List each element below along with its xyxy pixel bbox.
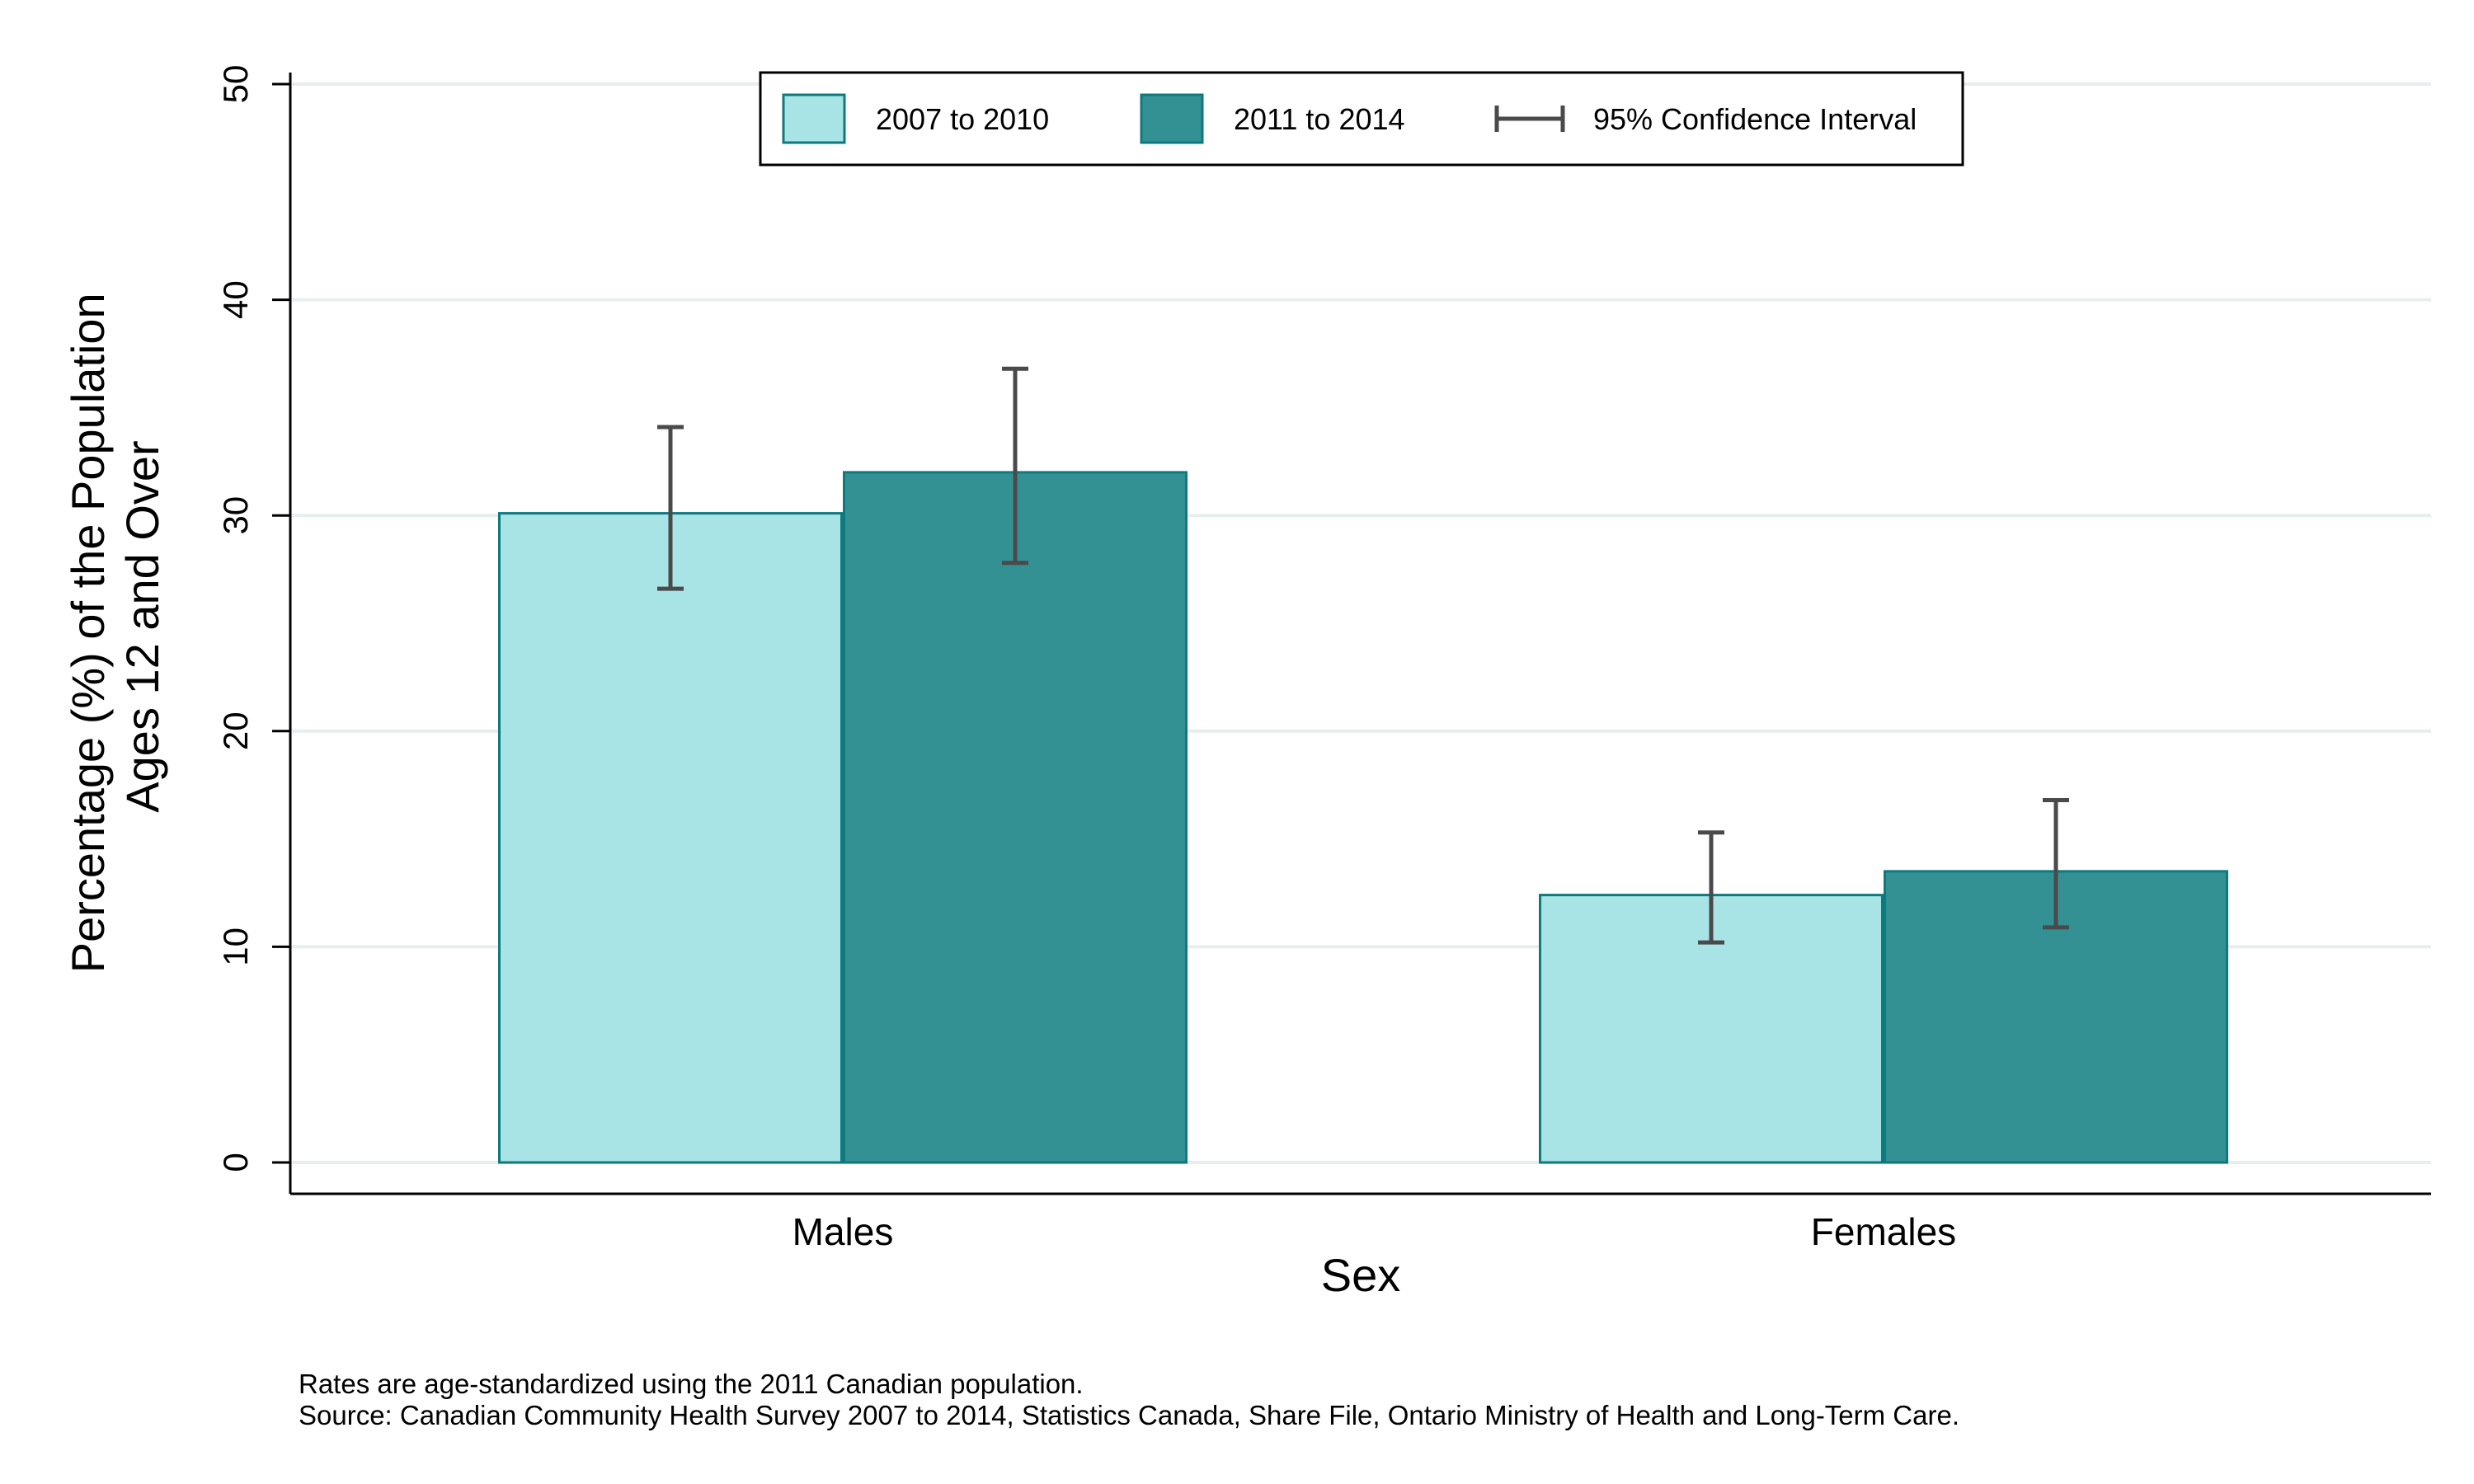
- bar-males-series-2: [843, 471, 1188, 1164]
- error-bar-females-series-2: [2043, 798, 2069, 930]
- x-category-label-females: Females: [1811, 1210, 1956, 1253]
- y-tick-label: 30: [216, 496, 255, 535]
- y-tick-label: 20: [216, 711, 255, 750]
- y-axis-title-line-1: Percentage (%) of the Population: [62, 293, 114, 973]
- legend-swatch-series-2: [1140, 93, 1204, 144]
- legend-label-ci: 95% Confidence Interval: [1593, 102, 1917, 136]
- y-axis-title-line-2: Ages 12 and Over: [116, 440, 168, 812]
- bars: [498, 471, 2228, 1164]
- legend: 2007 to 2010 2011 to 2014 95% Confidence…: [759, 71, 1964, 167]
- note-age-standardized: Rates are age-standardized using the 201…: [299, 1369, 1084, 1399]
- y-tick-label: 10: [216, 928, 255, 966]
- x-category-labels: Males Females: [793, 1210, 1957, 1253]
- y-axis-title: Percentage (%) of the Population Ages 12…: [62, 280, 168, 974]
- x-axis-title: Sex: [1321, 1249, 1401, 1301]
- legend-swatch-series-1: [782, 93, 846, 144]
- error-bar-females-series-1: [1698, 830, 1724, 945]
- note-source: Source: Canadian Community Health Survey…: [299, 1400, 1959, 1430]
- y-tick-label: 0: [216, 1153, 255, 1172]
- axes: [289, 73, 2431, 1195]
- error-bars: [657, 366, 2069, 945]
- y-tick-label: 40: [216, 280, 255, 319]
- x-category-label-males: Males: [793, 1210, 894, 1253]
- error-bar-males-series-1: [657, 425, 684, 591]
- legend-label-series-2: 2011 to 2014: [1234, 102, 1405, 136]
- legend-ci-icon: [1494, 106, 1565, 132]
- error-bar-males-series-2: [1002, 366, 1028, 566]
- legend-label-series-1: 2007 to 2010: [876, 102, 1049, 136]
- bar-males-series-1: [498, 512, 843, 1164]
- legend-box: [759, 71, 1964, 167]
- y-tick-label: 50: [216, 65, 255, 104]
- y-ticks: 0 10 20 30 40 50: [216, 65, 290, 1172]
